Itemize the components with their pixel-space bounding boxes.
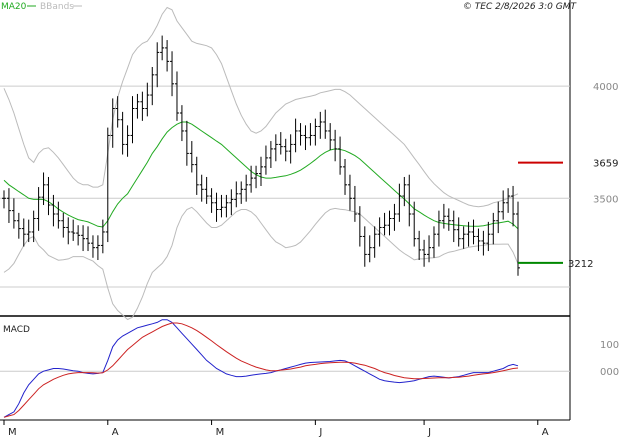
x-tick-label-2: M [216,427,225,438]
price-levels: 3659 3212 [518,159,618,270]
upper-band-line [3,6,519,208]
x-tick-label-5: A [542,427,549,438]
x-tick-label-1: A [112,427,119,438]
support-level-label: 3212 [568,259,593,270]
ma20-legend-label: MA20 [1,2,27,12]
x-tick-label-0: M [8,427,17,438]
copyright-text: © TEC 2/8/2026 3:0 GMT [463,2,578,12]
axis-ticks: 4000 3500 100 000 M A M J J A [3,82,619,438]
x-tick-label-4: J [427,427,431,438]
macd-title: MACD [3,325,30,335]
panel-frames [0,0,571,421]
y-tick-main-0: 4000 [593,82,618,93]
lower-band-line [3,206,519,321]
x-tick-label-3: J [318,427,322,438]
grid-lines [0,85,570,372]
macd-polyline [3,319,519,418]
y-tick-macd-1: 000 [600,367,619,378]
bollinger-bands [3,6,519,321]
price-bars [2,35,520,276]
signal-polyline [3,322,519,418]
macd-lines [3,319,519,418]
y-tick-main-1: 3500 [593,194,618,205]
bbands-legend-label: BBands [40,2,74,12]
resistance-level-label: 3659 [593,159,618,170]
y-tick-macd-0: 100 [600,340,619,351]
